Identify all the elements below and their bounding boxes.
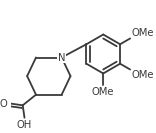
- Text: OMe: OMe: [132, 70, 154, 80]
- Text: OMe: OMe: [92, 87, 115, 97]
- Text: N: N: [58, 53, 65, 63]
- Text: OMe: OMe: [132, 28, 154, 38]
- Text: OH: OH: [17, 120, 32, 130]
- Text: O: O: [0, 99, 7, 109]
